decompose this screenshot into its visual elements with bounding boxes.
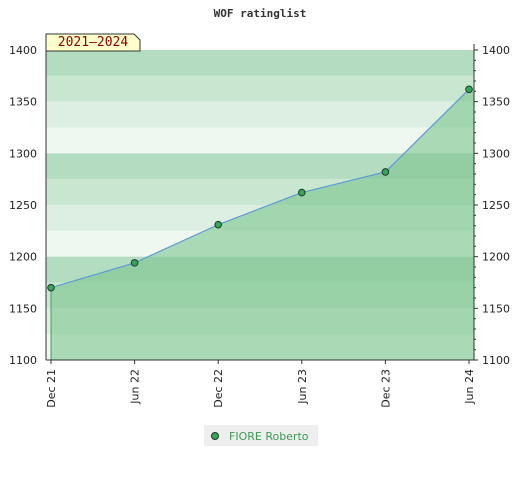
band [46,50,474,76]
left-tick-label: 1150 [9,302,37,315]
x-tick-label: Jun 23 [296,369,309,405]
series-line [50,88,470,289]
band [46,75,474,102]
x-tick-label: Dec 21 [45,369,58,408]
x-tick-label: Dec 23 [379,369,392,408]
data-point [130,259,139,267]
right-tick-label: 1100 [482,354,510,367]
rating-markers [47,85,473,292]
chart-title: WOF ratinglist [214,7,307,20]
data-point [298,188,306,197]
band [46,101,474,128]
legend-label: FIORE Roberto [229,430,309,443]
rating-area [50,89,474,361]
right-y-axis: 1100 1150 1200 1250 1300 1350 1400 [473,44,510,367]
right-tick-label: 1150 [482,302,510,315]
left-y-axis: 1100 1150 1200 1250 1300 1350 1400 [9,44,47,367]
x-tick-label: Jun 24 [463,369,476,405]
left-tick-label: 1100 [9,354,37,367]
x-tick-label: Dec 22 [212,369,225,408]
x-axis: Dec 21 Jun 22 Dec 22 Jun 23 Dec 23 Jun 24 [45,359,476,408]
left-tick-label: 1300 [9,147,37,160]
right-tick-label: 1200 [482,251,510,264]
data-point [381,168,390,176]
data-point [465,85,473,94]
data-point [47,283,55,292]
period-badge: 2021–2024 [45,33,141,52]
right-tick-label: 1400 [482,44,510,57]
period-label: 2021–2024 [58,35,129,50]
right-tick-label: 1300 [482,147,510,160]
band [46,127,474,154]
area-fill [51,89,474,361]
rating-line [50,88,470,289]
left-tick-label: 1200 [9,251,37,264]
legend: FIORE Roberto [204,425,318,446]
legend-marker [211,432,219,440]
x-tick-label: Jun 22 [129,369,142,405]
right-tick-label: 1350 [482,96,510,109]
right-tick-label: 1250 [482,199,510,212]
data-point [214,220,222,229]
left-tick-label: 1350 [9,96,37,109]
left-tick-label: 1250 [9,199,37,212]
left-tick-label: 1400 [9,44,37,57]
